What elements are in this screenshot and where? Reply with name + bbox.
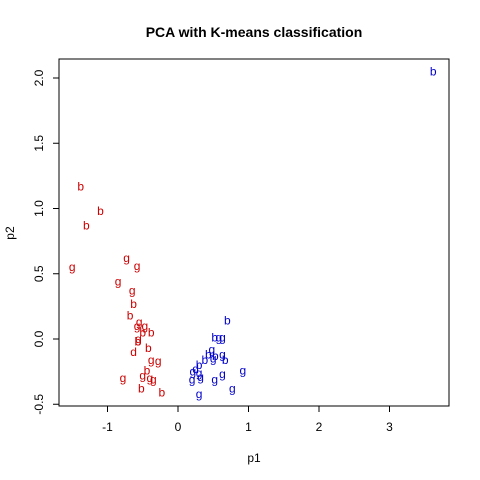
y-tick-label: 0.0 [32,330,46,347]
x-tick-label: 3 [386,420,393,434]
data-point: g [142,319,149,333]
y-tick-label: 1.0 [32,200,46,217]
data-point: b [158,386,165,400]
x-tick-label: -1 [102,420,113,434]
data-point: b [77,179,84,193]
y-tick-label: 1.5 [32,135,46,152]
x-tick-label: 1 [245,420,252,434]
data-point: g [123,251,130,265]
data-point: b [212,349,219,363]
data-point: g [155,354,162,368]
data-point: g [148,353,155,367]
data-point: b [97,204,104,218]
data-point: b [127,309,134,323]
x-axis-label: p1 [247,451,261,465]
y-axis: -0.5 0.0 0.5 1.0 1.5 2.0 [32,69,60,415]
data-point: g [219,331,226,345]
data-point: g [115,275,122,289]
data-point: g [150,372,157,386]
data-point: g [146,371,153,385]
data-point: g [139,369,146,383]
data-point: b [205,348,212,362]
data-point: g [134,319,141,333]
data-point: g [240,363,247,377]
data-point: b [145,341,152,355]
data-point: g [210,352,217,366]
data-point: g [196,366,203,380]
data-point: g [134,259,141,273]
data-point: g [136,315,143,329]
data-point: g [196,387,203,401]
data-point: d [130,345,137,359]
data-point: b [130,297,137,311]
data-point: b [196,358,203,372]
data-point: g [197,370,204,384]
data-point: g [69,260,76,274]
data-point: g [229,382,236,396]
data-point: g [135,332,142,346]
x-axis: -1 0 1 2 3 [102,405,393,434]
data-point: g [219,367,226,381]
data-point: g [216,331,223,345]
data-point: b [211,331,218,345]
data-point: g [189,372,196,386]
x-tick-label: 0 [175,420,182,434]
y-tick-label: 2.0 [32,69,46,86]
y-tick-label: -0.5 [32,394,46,415]
data-point: g [120,371,127,385]
data-point: b [134,335,141,349]
data-point: b [138,382,145,396]
data-point: b [222,353,229,367]
data-point: b [201,353,208,367]
data-point: b [83,218,90,232]
data-point: g [211,372,218,386]
data-point: d [192,362,199,376]
data-point: g [129,284,136,298]
data-point: g [208,342,215,356]
data-point: b [139,325,146,339]
data-point: g [219,348,226,362]
y-tick-label: 0.5 [32,265,46,282]
data-point: b [144,363,151,377]
chart-title: PCA with K-means classification [146,24,363,40]
data-point: g [189,365,196,379]
x-tick-label: 2 [316,420,323,434]
data-point: b [430,64,437,78]
data-point: b [224,314,231,328]
y-axis-label: p2 [3,226,17,240]
data-point: b [148,325,155,339]
plot-area [58,58,450,407]
